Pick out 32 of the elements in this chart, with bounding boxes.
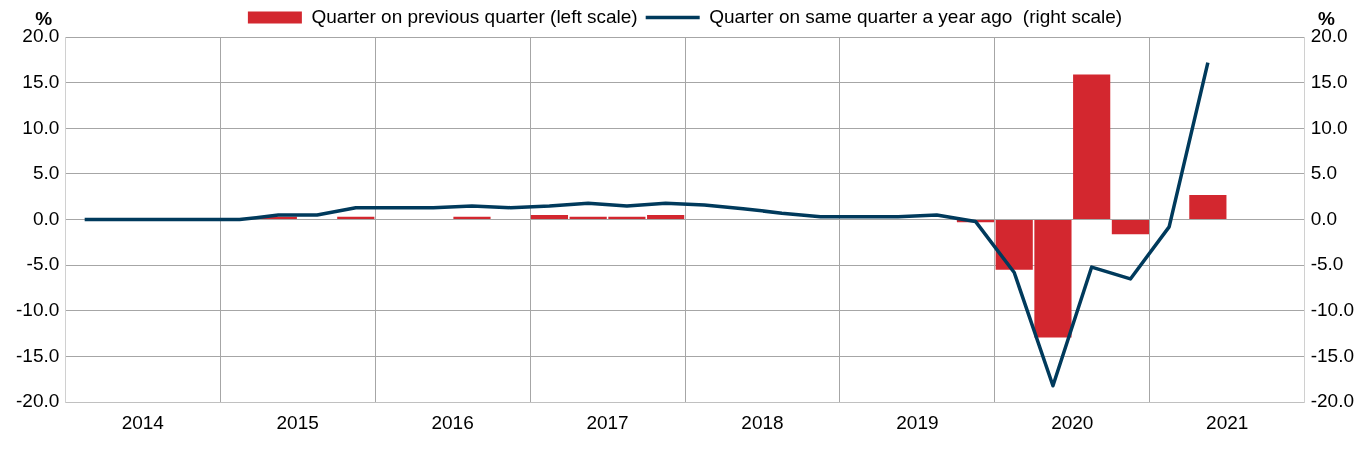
x-tick-label: 2020 <box>1051 411 1094 433</box>
y-tick-label: -10.0 <box>15 299 60 321</box>
y-tick-label: 10.0 <box>22 116 60 138</box>
bar <box>530 215 569 220</box>
x-tick-label: 2021 <box>1206 411 1249 433</box>
y2-tick-label: 15.0 <box>1310 70 1348 92</box>
legend-label: Quarter on same quarter a year ago (right scale) <box>709 5 1123 27</box>
x-tick-label: 2016 <box>431 411 474 433</box>
y2-tick-label: 5.0 <box>1310 162 1338 184</box>
y-tick-label: -15.0 <box>15 344 60 366</box>
y2-tick-label: -20.0 <box>1310 390 1355 412</box>
legend-label: Quarter on previous quarter (left scale) <box>311 5 638 27</box>
bar <box>647 215 685 220</box>
bar <box>1111 220 1149 235</box>
y2-tick-label: 0.0 <box>1310 207 1338 229</box>
y-tick-label: -5.0 <box>26 253 60 275</box>
y2-tick-label: 10.0 <box>1310 116 1348 138</box>
y-tick-label: -20.0 <box>15 390 60 412</box>
y-tick-label: 5.0 <box>32 162 60 184</box>
x-tick-label: 2019 <box>896 411 939 433</box>
x-tick-label: 2015 <box>276 411 319 433</box>
y-tick-label: 0.0 <box>32 207 60 229</box>
y2-tick-label: -15.0 <box>1310 344 1355 366</box>
y2-tick-label: -5.0 <box>1310 253 1344 275</box>
y2-tick-label: -10.0 <box>1310 299 1355 321</box>
x-tick-label: 2014 <box>121 411 165 433</box>
x-tick-label: 2018 <box>741 411 784 433</box>
x-tick-label: 2017 <box>586 411 629 433</box>
y-tick-label: 15.0 <box>22 70 60 92</box>
bar <box>1189 194 1227 220</box>
bar <box>1073 74 1111 220</box>
bar <box>453 216 491 220</box>
